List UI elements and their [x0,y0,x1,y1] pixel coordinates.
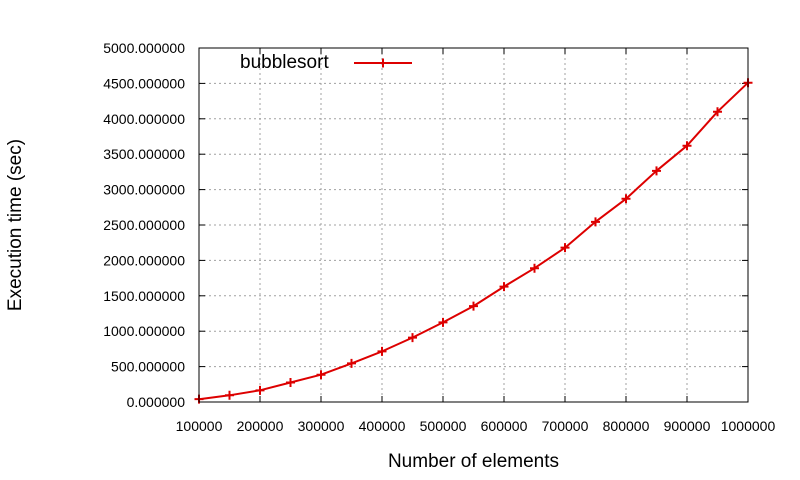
x-tick-label: 800000 [603,418,650,434]
x-tick-label: 500000 [420,418,467,434]
x-tick-label: 1000000 [721,418,776,434]
grid [199,48,748,402]
series-line-bubblesort [198,81,749,401]
data-point [255,385,265,395]
legend-label-bubblesort: bubblesort [240,52,329,73]
tick-labels: 0.000000 500.000000 1000.000000 1500.000000… [103,40,775,434]
data-point [408,333,417,343]
x-tick-label: 400000 [359,418,406,434]
plot-frame [198,47,749,403]
y-tick-label: 2500.000000 [103,217,185,233]
data-point [621,194,631,204]
x-tick-label: 600000 [481,418,528,434]
y-tick-label: 0.000000 [127,394,186,410]
x-tick-label: 700000 [542,418,589,434]
y-axis-title: Execution time (sec) [5,139,26,311]
data-point [347,358,356,368]
data-point [560,243,570,253]
x-tick-label: 900000 [664,418,711,434]
y-tick-label: 1000.000000 [103,323,185,339]
legend: bubblesort [240,52,412,73]
series-layer [194,78,753,404]
y-tick-label: 3000.000000 [103,182,185,198]
data-point [530,263,539,273]
data-point [316,370,326,380]
y-tick-label: 4000.000000 [103,111,185,127]
x-axis-title: Number of elements [388,451,559,472]
data-point [377,346,387,356]
data-point [438,317,448,327]
y-tick-label: 500.000000 [111,359,185,375]
y-tick-label: 3500.000000 [103,146,185,162]
y-tick-label: 4500.000000 [103,75,185,91]
data-point [682,141,692,151]
x-tick-label: 100000 [176,418,223,434]
data-point [591,217,600,227]
data-point [469,301,478,311]
data-point [652,166,661,176]
legend-marker-bubblesort [378,58,388,68]
y-tick-label: 5000.000000 [103,40,185,56]
x-tick-label: 200000 [237,418,284,434]
y-tick-label: 1500.000000 [103,288,185,304]
data-point [713,107,722,117]
data-point [225,390,234,400]
data-point [286,378,295,388]
axis-ticks [198,47,749,403]
x-tick-label: 300000 [298,418,345,434]
y-tick-label: 2000.000000 [103,252,185,268]
data-point [499,282,509,292]
